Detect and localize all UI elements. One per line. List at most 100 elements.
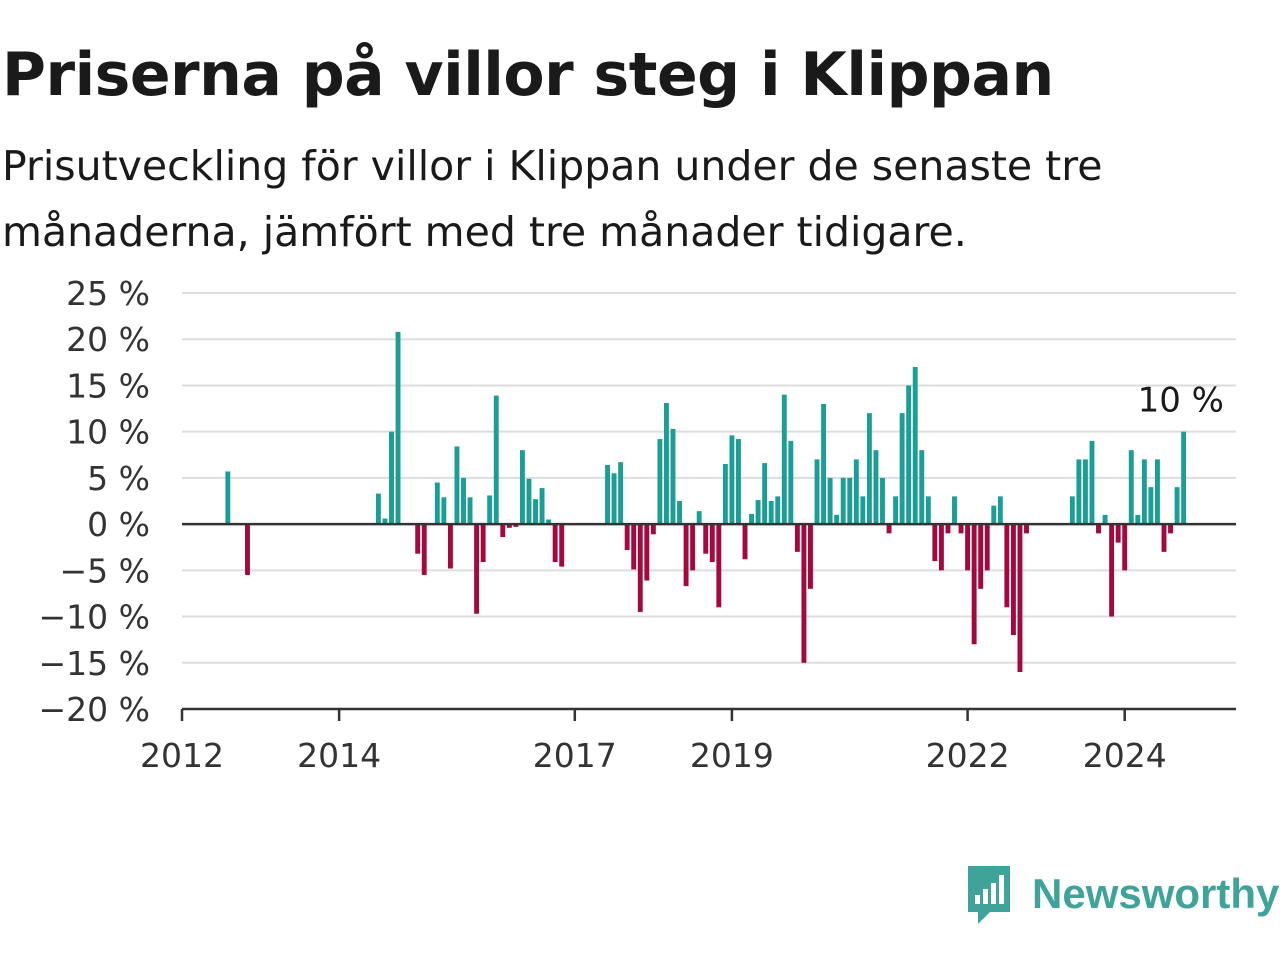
bar: [997, 496, 1003, 525]
y-tick-label: 20 %: [66, 320, 150, 359]
bar: [382, 518, 388, 525]
x-tick-label: 2024: [1083, 736, 1167, 775]
bar: [775, 496, 781, 525]
bar: [814, 459, 820, 525]
bar: [618, 462, 624, 525]
bar: [919, 450, 925, 525]
bar: [395, 331, 401, 525]
bar: [860, 496, 866, 525]
bar: [637, 524, 643, 612]
bar: [480, 524, 486, 563]
bar: [493, 395, 499, 525]
bars: [225, 331, 1187, 673]
y-tick-label: −20 %: [39, 690, 151, 729]
bar: [552, 524, 558, 563]
bar: [840, 477, 846, 525]
bar: [736, 439, 741, 525]
bar: [912, 366, 918, 525]
bar: [808, 524, 813, 589]
bar: [1174, 487, 1180, 525]
bar: [1148, 487, 1154, 525]
bar: [513, 524, 519, 527]
bar: [677, 501, 682, 525]
bar: [1154, 459, 1160, 525]
bar: [899, 413, 905, 525]
bar: [225, 471, 231, 525]
bar: [1076, 459, 1082, 525]
y-axis-tick-labels: 25 % 20 % 15 % 10 % 5 % 0 % −5 % −10 % −15 % −20 …: [39, 274, 151, 729]
bar: [1096, 524, 1101, 534]
y-tick-label: 0 %: [87, 505, 150, 544]
bar: [958, 524, 964, 534]
bar-chart: 25 % 20 % 15 % 10 % 5 % 0 % −5 % −10 % −15 % −20 …: [39, 274, 1236, 775]
bar: [847, 477, 853, 525]
newsworthy-logo-icon: [968, 866, 1010, 924]
bar: [1069, 496, 1075, 525]
bar: [932, 524, 938, 562]
bar: [624, 524, 630, 550]
bar: [467, 497, 473, 525]
bar: [1115, 524, 1121, 543]
bar: [650, 524, 656, 535]
bar: [670, 428, 676, 525]
chart-subtitle: Prisutveckling för villor i Klippan unde…: [2, 142, 1103, 256]
bar: [441, 497, 447, 525]
bar: [781, 394, 787, 525]
bar: [663, 403, 669, 525]
bar: [703, 524, 709, 554]
bar: [1181, 431, 1187, 525]
y-tick-label: −15 %: [39, 644, 151, 683]
bar: [965, 524, 971, 571]
x-tick-label: 2022: [926, 736, 1010, 775]
bar: [605, 464, 610, 525]
bar: [991, 505, 997, 525]
bar: [834, 514, 840, 525]
bar: [631, 524, 637, 570]
bar: [1122, 524, 1128, 571]
y-tick-label: 5 %: [87, 459, 150, 498]
x-tick-label: 2014: [297, 736, 381, 775]
bar: [794, 524, 800, 552]
bar: [1024, 524, 1029, 534]
bar: [526, 478, 532, 525]
bar: [611, 473, 617, 525]
bar: [1109, 524, 1115, 617]
bar: [801, 524, 807, 663]
x-tick-label: 2012: [140, 736, 224, 775]
y-tick-label: −5 %: [60, 551, 151, 590]
bar: [768, 501, 774, 525]
bar: [755, 500, 761, 525]
bar: [952, 496, 957, 525]
bar: [716, 524, 722, 608]
bar: [1017, 524, 1023, 673]
bar: [729, 435, 735, 525]
brand-name: Newsworthy: [1032, 870, 1280, 917]
bar: [893, 496, 899, 525]
bar: [533, 499, 538, 525]
bar: [559, 524, 565, 567]
bar: [1128, 450, 1134, 525]
bar: [690, 524, 696, 571]
bar: [454, 446, 460, 525]
bar: [873, 450, 879, 525]
bar: [447, 524, 453, 569]
bar: [1010, 524, 1016, 636]
bar: [657, 439, 663, 525]
bar: [461, 477, 466, 525]
bar: [827, 477, 833, 525]
bar: [539, 488, 545, 525]
bar: [866, 413, 872, 525]
y-tick-label: 15 %: [66, 366, 150, 405]
axes: [180, 522, 1236, 721]
bar: [245, 524, 250, 575]
bar: [788, 440, 794, 525]
bar: [683, 524, 689, 587]
bar: [1168, 524, 1173, 534]
bar: [1161, 524, 1167, 552]
bar: [762, 463, 768, 525]
bar: [1089, 440, 1095, 525]
bar: [984, 524, 990, 571]
bar: [925, 496, 931, 525]
bar: [880, 477, 885, 525]
annotations: 10 %: [1138, 381, 1224, 421]
